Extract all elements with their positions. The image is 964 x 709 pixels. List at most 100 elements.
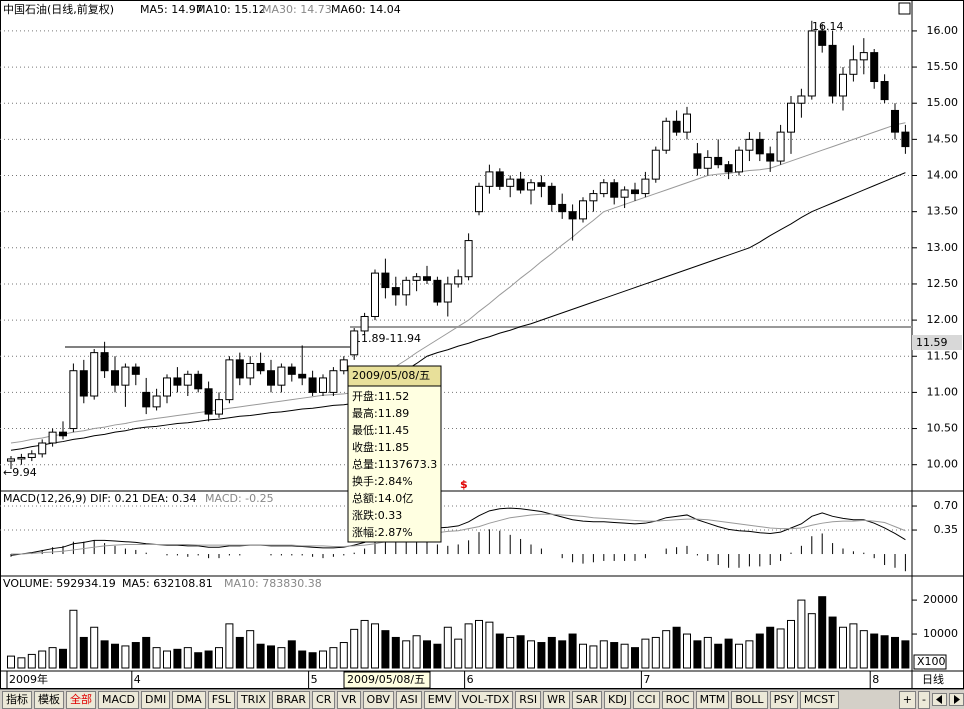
- tooltip-row: 换手:2.84%: [352, 474, 413, 488]
- tab[interactable]: 模板: [34, 690, 64, 709]
- volume-bar: [724, 638, 733, 669]
- candle-body: [724, 164, 733, 173]
- volume-bar: [527, 640, 535, 669]
- candle-body: [527, 182, 535, 191]
- tab[interactable]: MCST: [799, 690, 839, 709]
- candle-body: [173, 377, 182, 386]
- scroll-button[interactable]: [949, 693, 964, 706]
- volume-bar: [371, 623, 379, 669]
- volume-bar: [683, 633, 691, 669]
- volume-bar: [215, 647, 223, 669]
- tab[interactable]: RSI: [515, 690, 542, 709]
- candle-body: [745, 138, 754, 151]
- candle-body: [339, 359, 348, 372]
- volume-bar: [662, 630, 671, 669]
- volume-bar: [412, 635, 421, 669]
- range-label: 11.89-11.94: [354, 332, 421, 345]
- tab[interactable]: CR: [312, 690, 336, 709]
- candle-body: [859, 52, 868, 61]
- candle-body: [59, 431, 67, 437]
- tab[interactable]: ASI: [395, 690, 422, 709]
- y-tick-label: 11.50: [927, 349, 959, 362]
- legend-item: DIF: 0.21: [90, 492, 139, 505]
- legend-item: MA5: 632108.81: [122, 577, 213, 590]
- candle-body: [329, 370, 338, 393]
- tab[interactable]: FSL: [207, 690, 235, 709]
- volume-bar: [111, 643, 119, 669]
- indicator-line: [11, 513, 906, 555]
- volume-bar: [610, 642, 619, 669]
- candle-body: [672, 120, 681, 133]
- candle-body: [683, 113, 691, 133]
- tab[interactable]: DMA: [172, 690, 206, 709]
- chart-title: VOLUME: 592934.19: [3, 577, 116, 590]
- tab[interactable]: BRAR: [272, 690, 311, 709]
- y-tick-label: 14.00: [927, 169, 959, 182]
- candle-body: [714, 156, 723, 166]
- tab[interactable]: -: [918, 690, 930, 709]
- candle-body: [360, 315, 369, 332]
- volume-bar: [870, 633, 879, 669]
- y-tick-label: 10.00: [927, 458, 959, 471]
- y-tick-label: 16.00: [927, 24, 959, 37]
- x-tick-label: 2009年: [9, 672, 48, 686]
- tab[interactable]: 全部: [66, 690, 96, 709]
- candle-body: [807, 30, 816, 97]
- tooltip-row: 收盘:11.85: [352, 440, 409, 454]
- low-label: ←9.94: [3, 466, 37, 479]
- candle-body: [79, 370, 88, 397]
- tooltip-row: 开盘:11.52: [352, 389, 409, 403]
- tab[interactable]: MTM: [695, 690, 730, 709]
- candle-body: [90, 352, 99, 397]
- maximize-icon[interactable]: [898, 2, 911, 15]
- candle-body: [121, 366, 130, 386]
- tab[interactable]: EMV: [423, 690, 456, 709]
- candle-body: [631, 189, 639, 195]
- unit-box: [913, 654, 947, 670]
- candle-body: [402, 279, 411, 296]
- scroll-button[interactable]: [932, 693, 947, 706]
- tab[interactable]: +: [898, 690, 917, 709]
- candle-body: [693, 153, 702, 169]
- volume-bar: [849, 623, 858, 669]
- volume-bar: [339, 642, 348, 669]
- tab[interactable]: MACD: [98, 690, 139, 709]
- volume-bar: [38, 650, 47, 669]
- tooltip-row: 涨跌:0.33: [352, 508, 402, 522]
- y-tick-label: 12.00: [927, 313, 959, 326]
- volume-bar: [714, 643, 723, 669]
- candle-body: [412, 276, 421, 281]
- arrow-icon: [936, 695, 942, 704]
- candle-body: [48, 431, 57, 444]
- tab[interactable]: VOL-TDX: [457, 690, 514, 709]
- tab[interactable]: 指标: [2, 690, 32, 709]
- tab[interactable]: BOLL: [731, 690, 768, 709]
- volume-bar: [17, 657, 26, 669]
- candle-body: [891, 109, 899, 133]
- y-tick-label: 14.50: [927, 132, 959, 145]
- volume-bar: [423, 640, 431, 669]
- tab[interactable]: OBV: [362, 690, 394, 709]
- volume-bar: [131, 642, 140, 669]
- tab[interactable]: VR: [337, 690, 361, 709]
- chart-title: MACD(12,26,9): [3, 492, 87, 505]
- tab[interactable]: CCI: [632, 690, 660, 709]
- candle-body: [308, 377, 317, 393]
- volume-bar: [267, 645, 275, 669]
- tab[interactable]: KDJ: [604, 690, 631, 709]
- volume-bar: [766, 626, 775, 669]
- tab[interactable]: DMI: [140, 690, 171, 709]
- candle-body: [735, 149, 743, 173]
- tab[interactable]: TRIX: [236, 690, 271, 709]
- volume-bar: [59, 648, 67, 669]
- tab-bar: 指标 模板 全部 MACD DMI DMA FSL TRIX BRAR CR VR OBV ASI EMV…: [0, 689, 964, 709]
- tab[interactable]: ROC: [661, 690, 694, 709]
- tab[interactable]: WR: [543, 690, 570, 709]
- tab[interactable]: PSY: [769, 690, 798, 709]
- volume-bar: [703, 636, 712, 669]
- candle-body: [464, 240, 473, 278]
- candle-body: [755, 138, 764, 155]
- tab[interactable]: SAR: [571, 690, 603, 709]
- candle-body: [246, 362, 255, 379]
